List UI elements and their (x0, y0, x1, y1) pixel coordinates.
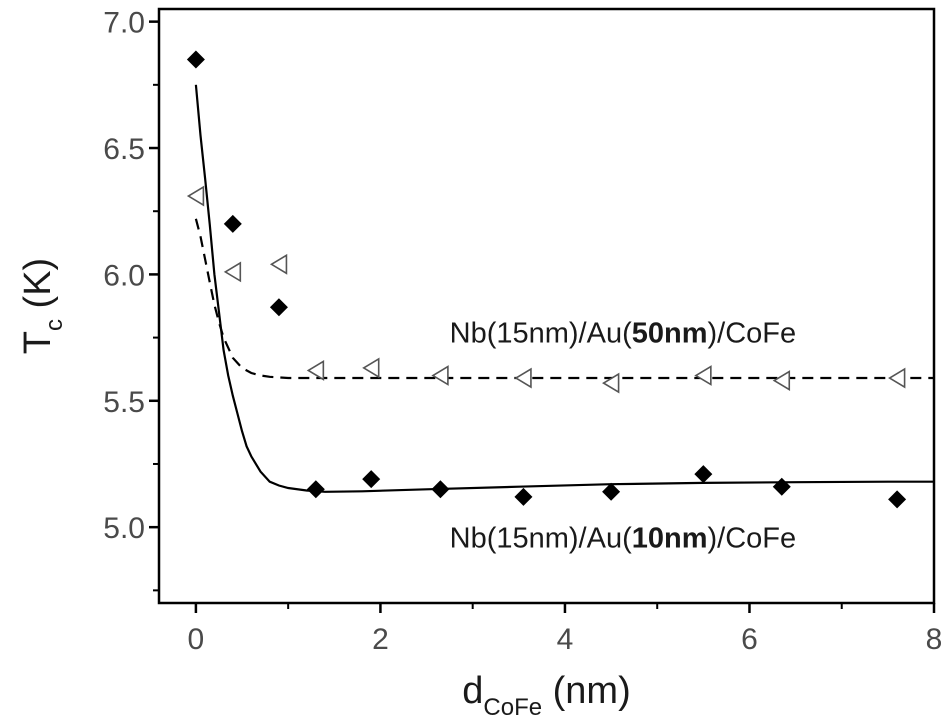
y-axis-label-unit: (K) (17, 258, 59, 319)
y-axis-label: Tc (K) (17, 258, 68, 354)
y-axis-label-main: T (17, 331, 59, 354)
triangle-marker (602, 372, 620, 394)
triangle-marker (306, 360, 325, 381)
plot-border (157, 7, 936, 605)
series-annotation: Nb(15nm)/Au(10nm)/CoFe (450, 522, 797, 554)
diamond-marker (888, 490, 907, 509)
x-axis-label-unit: (nm) (542, 670, 631, 712)
triangle-marker (186, 185, 205, 207)
data-markers (186, 50, 907, 509)
x-axis-label-sub: CoFe (483, 694, 542, 721)
x-tick-label: 4 (557, 623, 574, 656)
y-tick-label: 7.0 (103, 7, 145, 40)
series-annotation-part: Nb(15nm)/Au( (450, 522, 632, 554)
triangle-marker (269, 253, 288, 275)
series-annotation-part: Nb(15nm)/Au( (450, 318, 632, 350)
annotations: Nb(15nm)/Au(50nm)/CoFeNb(15nm)/Au(10nm)/… (450, 318, 797, 555)
x-tick-label: 2 (372, 623, 389, 656)
x-axis-label: dCoFe (nm) (462, 670, 630, 721)
diamond-marker (694, 465, 713, 484)
series-annotation-part: 50nm (632, 318, 708, 350)
fit-curve-solid (194, 84, 934, 493)
series-annotation-part: )/CoFe (708, 318, 797, 350)
y-tick-label: 6.0 (103, 259, 145, 292)
triangle-marker (888, 367, 906, 389)
triangle-marker (772, 370, 791, 391)
series-annotation-part: 10nm (632, 522, 708, 554)
x-axis-label-main: d (462, 670, 483, 712)
x-tick-label: 6 (741, 623, 758, 656)
axis-ticks: 0 2 4 6 8 5.0 5.5 6.0 6.5 7.0 (103, 7, 942, 656)
diamond-marker (186, 50, 205, 69)
triangle-marker (362, 357, 380, 379)
triangle-marker (514, 367, 532, 389)
series-annotation-part: )/CoFe (708, 522, 797, 554)
y-tick-label: 5.5 (103, 386, 145, 419)
diamond-marker (223, 214, 242, 233)
fit-curve-dashed (194, 218, 934, 380)
series-annotation: Nb(15nm)/Au(50nm)/CoFe (450, 318, 797, 350)
y-tick-label: 6.5 (103, 133, 145, 166)
triangle-marker (431, 365, 449, 386)
diamond-marker (431, 480, 450, 499)
fit-curves (194, 84, 934, 493)
diamond-marker (306, 480, 325, 499)
y-tick-label: 5.0 (103, 512, 145, 545)
plot-frame (157, 7, 936, 605)
x-tick-label: 8 (926, 623, 943, 656)
diamond-marker (269, 298, 288, 317)
diamond-marker (362, 470, 381, 489)
diamond-marker (602, 482, 621, 501)
y-axis-label-sub: c (41, 319, 68, 331)
x-tick-label: 0 (188, 623, 205, 656)
triangle-marker (694, 365, 712, 386)
triangle-marker (223, 261, 242, 283)
diamond-marker (772, 477, 791, 496)
diamond-marker (514, 487, 533, 506)
axis-labels: dCoFe (nm) Tc (K) (17, 258, 631, 721)
